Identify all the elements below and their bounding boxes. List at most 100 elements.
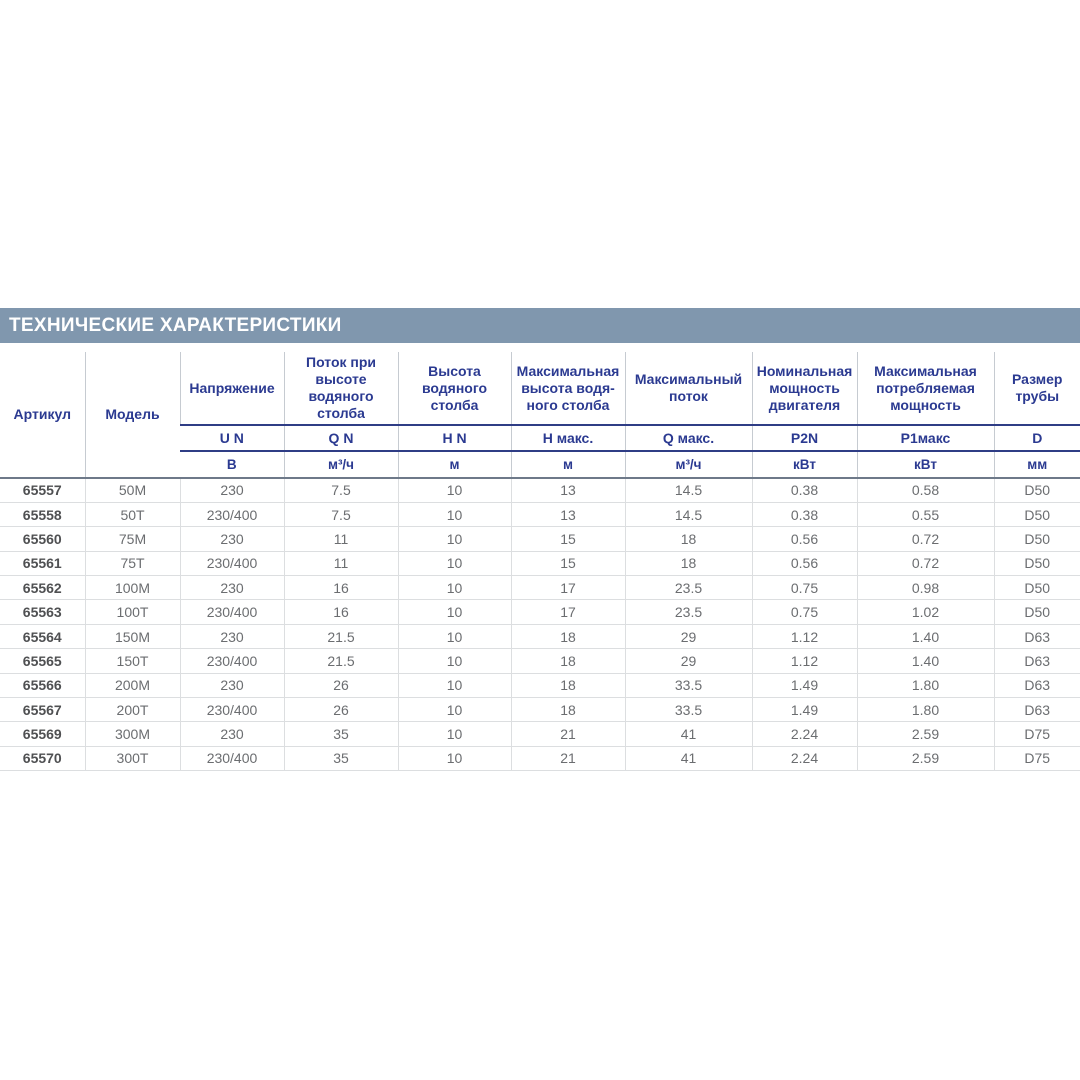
table-cell: D63 [993,673,1080,699]
spec-table-head: Артикул Модель Напряжение Поток при высоте … [0,352,1080,479]
table-cell: 29 [624,624,752,650]
header-symbol-7: P2N [751,425,857,452]
table-cell: 10 [397,551,511,577]
table-cell: 200M [84,673,180,699]
header-unit-6: м³/ч [624,451,752,479]
table-cell: 23.5 [624,599,752,625]
table-row-65566: 65566 200M 230 26 10 18 33.5 1.49 1.80 D63 [0,673,1080,699]
header-label-6: Максимальный поток [624,352,752,426]
table-cell: 50M [84,478,180,503]
article-cell: 65562 [0,575,85,601]
table-cell: D75 [993,746,1080,772]
table-cell: 10 [397,721,511,747]
header-unit-9: мм [993,451,1080,479]
table-cell: 1.02 [856,599,994,625]
table-cell: 10 [397,746,511,772]
table-cell: 7.5 [283,478,398,503]
table-cell: 11 [283,526,398,552]
table-cell: 150T [84,648,180,674]
table-cell: D50 [993,575,1080,601]
header-unit-3: м³/ч [283,451,398,479]
table-cell: 10 [397,526,511,552]
table-cell: 17 [510,599,625,625]
table-cell: 0.56 [751,526,857,552]
header-symbol-3: Q N [283,425,398,452]
table-cell: 0.75 [751,575,857,601]
table-cell: D50 [993,502,1080,528]
table-cell: 21 [510,721,625,747]
table-cell: 230/400 [179,697,284,723]
table-cell: 23.5 [624,575,752,601]
table-cell: 1.80 [856,697,994,723]
header-label-0: Артикул [0,352,85,479]
table-cell: 230/400 [179,648,284,674]
table-cell: 21.5 [283,648,398,674]
header-symbol-2: U N [180,425,284,452]
article-cell: 65565 [0,648,85,674]
header-label-7: Номинальная мощность двигателя [751,352,857,426]
table-cell: 14.5 [624,502,752,528]
table-cell: 230 [179,721,284,747]
table-cell: 29 [624,648,752,674]
table-cell: 0.38 [751,502,857,528]
table-row-65567: 65567 200T 230/400 26 10 18 33.5 1.49 1.80 D63 [0,697,1080,723]
table-cell: D63 [993,697,1080,723]
table-row-65560: 65560 75M 230 11 10 15 18 0.56 0.72 D50 [0,526,1080,552]
table-cell: 1.40 [856,624,994,650]
table-cell: 0.98 [856,575,994,601]
table-cell: 2.24 [751,721,857,747]
header-label-1: Модель [84,352,180,479]
header-unit-8: кВт [856,451,994,479]
table-cell: 33.5 [624,697,752,723]
table-cell: 100M [84,575,180,601]
table-cell: 75M [84,526,180,552]
table-cell: 16 [283,599,398,625]
table-cell: 41 [624,746,752,772]
spec-table: Артикул Модель Напряжение Поток при высоте … [0,352,1080,772]
table-cell: 33.5 [624,673,752,699]
table-cell: 17 [510,575,625,601]
table-cell: 150M [84,624,180,650]
table-cell: 0.56 [751,551,857,577]
table-cell: 230/400 [179,599,284,625]
table-cell: D63 [993,624,1080,650]
table-cell: 18 [510,648,625,674]
table-cell: 35 [283,746,398,772]
table-cell: 230 [179,526,284,552]
header-unit-2: В [180,451,284,479]
table-cell: 300T [84,746,180,772]
table-cell: 1.49 [751,673,857,699]
table-cell: D50 [993,478,1080,503]
table-cell: D63 [993,648,1080,674]
table-cell: 16 [283,575,398,601]
header-symbol-9: D [993,425,1080,452]
header-label-9: Размер трубы [993,352,1080,426]
article-cell: 65566 [0,673,85,699]
table-cell: 10 [397,502,511,528]
table-cell: 230 [179,673,284,699]
table-cell: 15 [510,526,625,552]
table-cell: 1.12 [751,648,857,674]
table-cell: 1.12 [751,624,857,650]
table-cell: 230/400 [179,746,284,772]
table-row-65564: 65564 150M 230 21.5 10 18 29 1.12 1.40 D63 [0,624,1080,650]
table-cell: 75T [84,551,180,577]
table-cell: 2.24 [751,746,857,772]
header-unit-5: м [510,451,625,479]
table-cell: 100T [84,599,180,625]
header-label-5: Максимальная высота водя-ного столба [510,352,625,426]
table-cell: 15 [510,551,625,577]
article-cell: 65558 [0,502,85,528]
section-title-bar: ТЕХНИЧЕСКИЕ ХАРАКТЕРИСТИКИ [0,308,1080,343]
header-label-8: Максимальная потребляемая мощность [856,352,994,426]
table-cell: 18 [510,697,625,723]
article-cell: 65569 [0,721,85,747]
table-cell: 200T [84,697,180,723]
table-cell: 18 [510,624,625,650]
table-cell: 230/400 [179,551,284,577]
table-cell: 0.75 [751,599,857,625]
table-cell: 10 [397,599,511,625]
table-cell: 1.49 [751,697,857,723]
table-cell: 10 [397,575,511,601]
